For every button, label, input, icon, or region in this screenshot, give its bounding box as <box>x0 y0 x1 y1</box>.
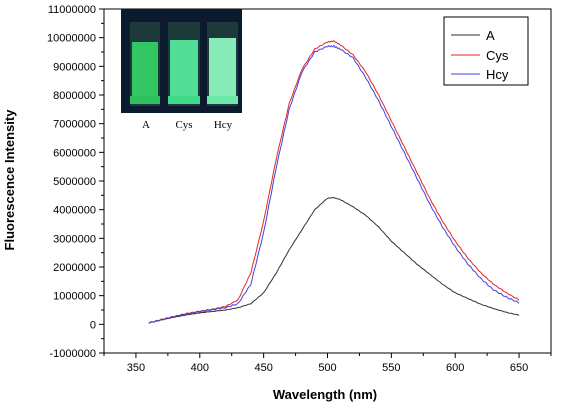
x-tick-label: 500 <box>318 362 336 374</box>
cuvette-a <box>130 22 160 106</box>
y-tick-label: 0 <box>90 319 96 331</box>
x-tick-label: 650 <box>510 362 528 374</box>
x-tick-label: 600 <box>446 362 464 374</box>
y-tick-label: 10000000 <box>47 33 96 45</box>
y-tick-label: 1000000 <box>53 291 96 303</box>
cuvette-hcy <box>207 22 238 106</box>
series-line-hcy <box>148 44 520 324</box>
y-tick-label: 4000000 <box>53 205 96 217</box>
legend: A Cys Hcy <box>443 16 529 86</box>
legend-label-hcy: Hcy <box>486 67 509 82</box>
y-tick-label: 9000000 <box>53 61 96 73</box>
inset-label-cys: Cys <box>175 119 192 131</box>
x-tick-label: 550 <box>382 362 400 374</box>
x-axis-ticks: 350 400 450 500 550 600 650 <box>103 353 552 374</box>
y-tick-label: 2000000 <box>53 262 96 274</box>
x-tick-label: 450 <box>254 362 272 374</box>
x-axis-label: Wavelength (nm) <box>273 387 377 402</box>
y-tick-label: 5000000 <box>53 176 96 188</box>
series-line-a <box>148 196 520 324</box>
inset-label-a: A <box>142 119 150 131</box>
y-axis-label: Fluorescence Intensity <box>2 109 17 251</box>
y-tick-label: 8000000 <box>53 90 96 102</box>
y-tick-label: 11000000 <box>48 4 96 16</box>
series-layer <box>148 40 520 324</box>
y-tick-label: 6000000 <box>53 147 96 159</box>
x-tick-label: 400 <box>191 362 209 374</box>
y-tick-label: 3000000 <box>53 233 96 245</box>
legend-label-cys: Cys <box>486 48 509 63</box>
y-tick-label: 7000000 <box>53 119 96 131</box>
plot-frame <box>103 8 552 354</box>
x-tick-label: 350 <box>127 362 145 374</box>
cuvette-cys <box>168 22 200 106</box>
legend-label-a: A <box>486 28 495 43</box>
y-axis-ticks: -1000000 0 1000000 2000000 3000000 4000000 500… <box>47 4 104 360</box>
y-tick-label: -1000000 <box>50 348 97 360</box>
inset-photo: A Cys Hcy <box>121 9 242 131</box>
inset-label-hcy: Hcy <box>214 119 233 131</box>
